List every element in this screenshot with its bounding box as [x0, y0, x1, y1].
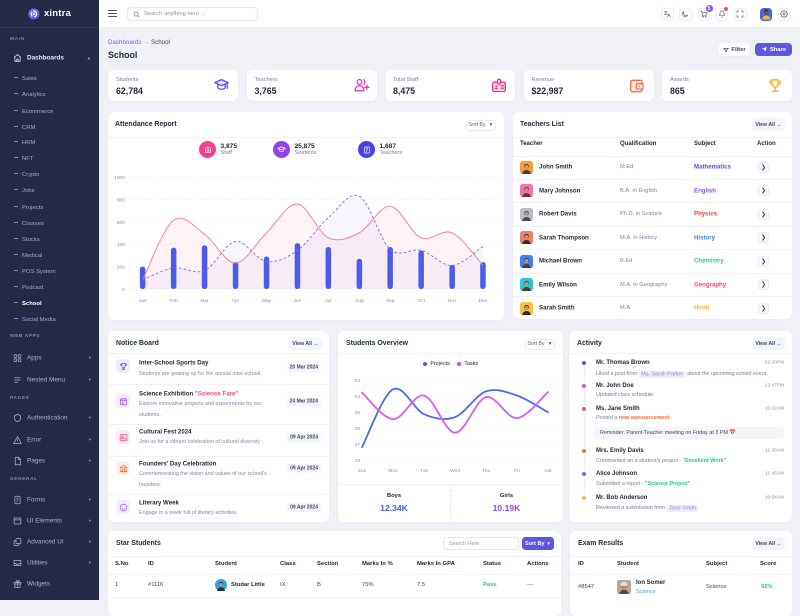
svg-text:May: May	[262, 298, 272, 304]
svg-text:Jul: Jul	[325, 298, 331, 304]
svg-text:27: 27	[355, 442, 361, 448]
svg-text:600: 600	[117, 220, 125, 226]
svg-text:Mar: Mar	[200, 298, 209, 304]
svg-text:Thu: Thu	[482, 468, 491, 474]
svg-text:800: 800	[117, 197, 125, 203]
svg-text:18: 18	[355, 458, 361, 464]
svg-text:Sat: Sat	[544, 468, 552, 474]
svg-text:Feb: Feb	[169, 298, 178, 304]
svg-text:200: 200	[117, 265, 125, 271]
svg-text:36: 36	[355, 426, 361, 432]
svg-text:1000: 1000	[114, 175, 125, 181]
svg-text:54: 54	[355, 394, 361, 400]
svg-text:Mon: Mon	[388, 468, 398, 474]
svg-text:400: 400	[117, 242, 125, 248]
svg-text:Jan: Jan	[139, 298, 147, 304]
svg-text:Tue: Tue	[420, 468, 428, 474]
svg-text:0: 0	[122, 287, 125, 293]
svg-text:Aug: Aug	[355, 298, 364, 304]
svg-text:Jun: Jun	[293, 298, 301, 304]
svg-text:Oct: Oct	[417, 298, 425, 304]
svg-text:63: 63	[355, 378, 361, 384]
svg-text:Nov: Nov	[448, 298, 457, 304]
svg-text:45: 45	[355, 410, 361, 416]
svg-text:Fri: Fri	[514, 468, 520, 474]
svg-text:Dec: Dec	[479, 298, 488, 304]
svg-text:Apr: Apr	[232, 298, 240, 304]
svg-text:Wed: Wed	[450, 468, 460, 474]
svg-text:Sep: Sep	[386, 298, 395, 304]
svg-text:Sun: Sun	[358, 468, 367, 474]
